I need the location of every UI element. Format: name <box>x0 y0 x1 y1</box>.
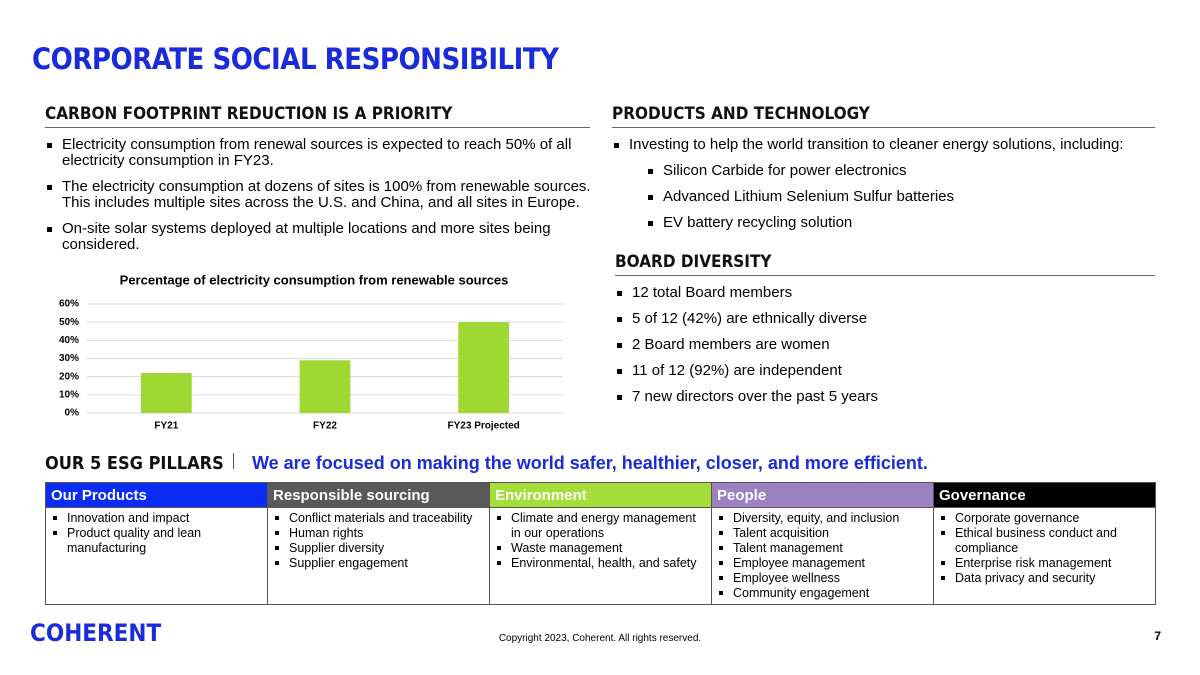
cell: Climate and energy management in our ope… <box>489 507 712 605</box>
bullet: Ethical business conduct and compliance <box>938 526 1151 556</box>
y-tick-label: 50% <box>59 317 79 328</box>
bullet: Supplier engagement <box>272 556 485 571</box>
bullet: Talent acquisition <box>716 526 929 541</box>
bullet: Community engagement <box>716 586 929 601</box>
tagline: We are focused on making the world safer… <box>252 453 928 473</box>
bullet: Product quality and lean manufacturing <box>50 526 263 556</box>
column-header: Our Products <box>45 482 268 508</box>
bullet: Employee management <box>716 556 929 571</box>
y-tick-label: 30% <box>59 353 79 364</box>
chart: Percentage of electricity consumption fr… <box>59 272 563 432</box>
x-tick-label: FY21 <box>154 421 178 432</box>
chart-title: Percentage of electricity consumption fr… <box>120 272 509 287</box>
bullet-list: Diversity, equity, and inclusion Talent a… <box>716 511 929 601</box>
cell: Innovation and impact Product quality and… <box>45 507 268 605</box>
bullet-list: Corporate governance Ethical business con… <box>938 511 1151 586</box>
bar <box>458 322 510 413</box>
separator <box>233 453 234 469</box>
column-header: Environment <box>489 482 712 508</box>
cell: Corporate governance Ethical business con… <box>933 507 1156 605</box>
page-number: 7 <box>1154 629 1161 643</box>
bullet: EV battery recycling solution <box>646 215 1146 231</box>
bullet: On-site solar systems deployed at multip… <box>45 221 595 253</box>
y-tick-label: 60% <box>59 299 79 310</box>
bullet: 11 of 12 (92%) are independent <box>615 363 1155 379</box>
bullet: Human rights <box>272 526 485 541</box>
slide-title: CORPORATE SOCIAL RESPONSIBILITY <box>32 42 559 76</box>
y-tick-label: 10% <box>59 389 79 400</box>
bullet-list: 12 total Board members 5 of 12 (42%) are … <box>615 285 1155 415</box>
bullet-list: Conflict materials and traceability Human… <box>272 511 485 571</box>
cell: Conflict materials and traceability Human… <box>267 507 490 605</box>
bullet: The electricity consumption at dozens of… <box>45 179 595 211</box>
section-heading: PRODUCTS AND TECHNOLOGY <box>612 104 1155 128</box>
bullet-list: Silicon Carbide for power electronics Adv… <box>646 163 1146 241</box>
bullet: 2 Board members are women <box>615 337 1155 353</box>
column-header: Governance <box>933 482 1156 508</box>
bar <box>299 360 351 413</box>
copyright: Copyright 2023, Coherent. All rights res… <box>498 633 702 644</box>
bullet: 7 new directors over the past 5 years <box>615 389 1155 405</box>
y-tick-label: 20% <box>59 371 79 382</box>
bullet: Employee wellness <box>716 571 929 586</box>
section-heading: OUR 5 ESG PILLARS <box>45 453 224 474</box>
x-tick-label: FY23 Projected <box>448 421 520 432</box>
bullet-list: Innovation and impact Product quality and… <box>50 511 263 556</box>
x-tick-label: FY22 <box>313 421 337 432</box>
bullet: Corporate governance <box>938 511 1151 526</box>
section-heading: BOARD DIVERSITY <box>615 252 1155 276</box>
bullet: Talent management <box>716 541 929 556</box>
y-tick-label: 40% <box>59 335 79 346</box>
cell: Diversity, equity, and inclusion Talent a… <box>711 507 934 605</box>
bullet: Conflict materials and traceability <box>272 511 485 526</box>
bullet-list: Investing to help the world transition t… <box>612 137 1172 163</box>
header-row: Our Products Responsible sourcing Environm… <box>45 482 1156 508</box>
bullet: Data privacy and security <box>938 571 1151 586</box>
column-header: Responsible sourcing <box>267 482 490 508</box>
bullet-list: Climate and energy management in our ope… <box>494 511 707 571</box>
bullet: Silicon Carbide for power electronics <box>646 163 1146 179</box>
body-row: Innovation and impact Product quality and… <box>45 507 1156 605</box>
logo: COHERENT <box>30 619 162 647</box>
bullet: Supplier diversity <box>272 541 485 556</box>
bullet: Innovation and impact <box>50 511 263 526</box>
bullet: Enterprise risk management <box>938 556 1151 571</box>
bullet: 12 total Board members <box>615 285 1155 301</box>
bullet: Environmental, health, and safety <box>494 556 707 571</box>
y-tick-label: 0% <box>65 408 80 419</box>
bullet: Advanced Lithium Selenium Sulfur batteri… <box>646 189 1146 205</box>
bullet-list: Electricity consumption from renewal sou… <box>45 137 595 263</box>
bullet: Diversity, equity, and inclusion <box>716 511 929 526</box>
bullet: Investing to help the world transition t… <box>612 137 1172 153</box>
column-header: People <box>711 482 934 508</box>
bullet: Waste management <box>494 541 707 556</box>
esg-table: Our Products Responsible sourcing Environm… <box>45 482 1156 605</box>
section-heading: CARBON FOOTPRINT REDUCTION IS A PRIORITY <box>45 104 590 128</box>
bar <box>140 373 192 413</box>
bullet: Electricity consumption from renewal sou… <box>45 137 595 169</box>
bullet: 5 of 12 (42%) are ethnically diverse <box>615 311 1155 327</box>
bullet: Climate and energy management in our ope… <box>494 511 707 541</box>
